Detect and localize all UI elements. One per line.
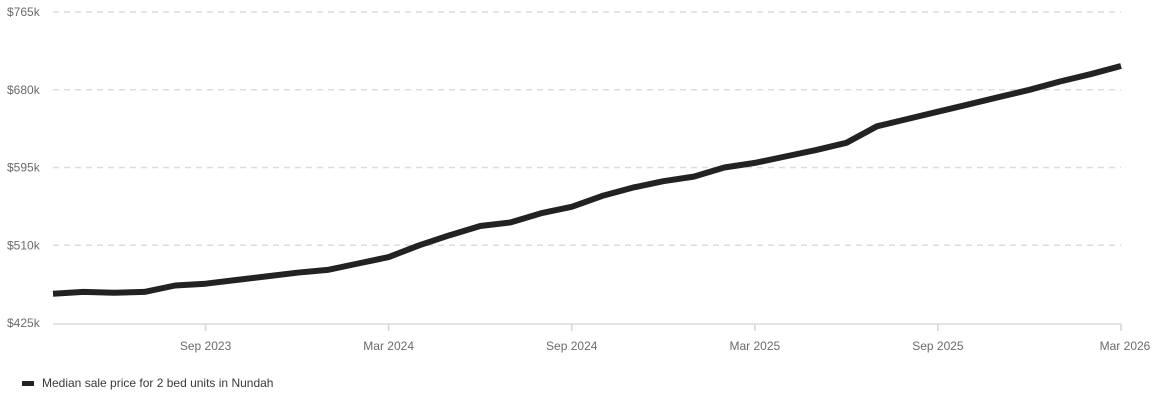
- y-axis-ticks: $425k $510k $595k $680k $765k: [7, 5, 41, 330]
- y-tick-label: $425k: [7, 316, 41, 330]
- x-tick-label: Mar 2026: [1100, 339, 1151, 353]
- legend: Median sale price for 2 bed units in Nun…: [22, 376, 273, 390]
- x-tick-label: Sep 2025: [912, 339, 964, 353]
- y-tick-label: $510k: [7, 238, 41, 252]
- legend-swatch: [22, 380, 34, 386]
- gridlines: [53, 11, 1121, 246]
- series-lines: [52, 63, 1122, 297]
- x-tick-label: Mar 2025: [729, 339, 780, 353]
- series-line: [52, 63, 1122, 297]
- y-tick-label: $680k: [7, 83, 41, 97]
- x-axis-ticks: Sep 2023 Mar 2024 Sep 2024 Mar 2025 Sep 2025…: [180, 324, 1151, 353]
- y-tick-label: $595k: [7, 161, 41, 175]
- x-tick-label: Sep 2024: [546, 339, 598, 353]
- legend-label: Median sale price for 2 bed units in Nun…: [42, 376, 274, 390]
- x-tick-label: Sep 2023: [180, 339, 232, 353]
- x-tick-label: Mar 2024: [363, 339, 414, 353]
- y-tick-label: $765k: [7, 5, 41, 19]
